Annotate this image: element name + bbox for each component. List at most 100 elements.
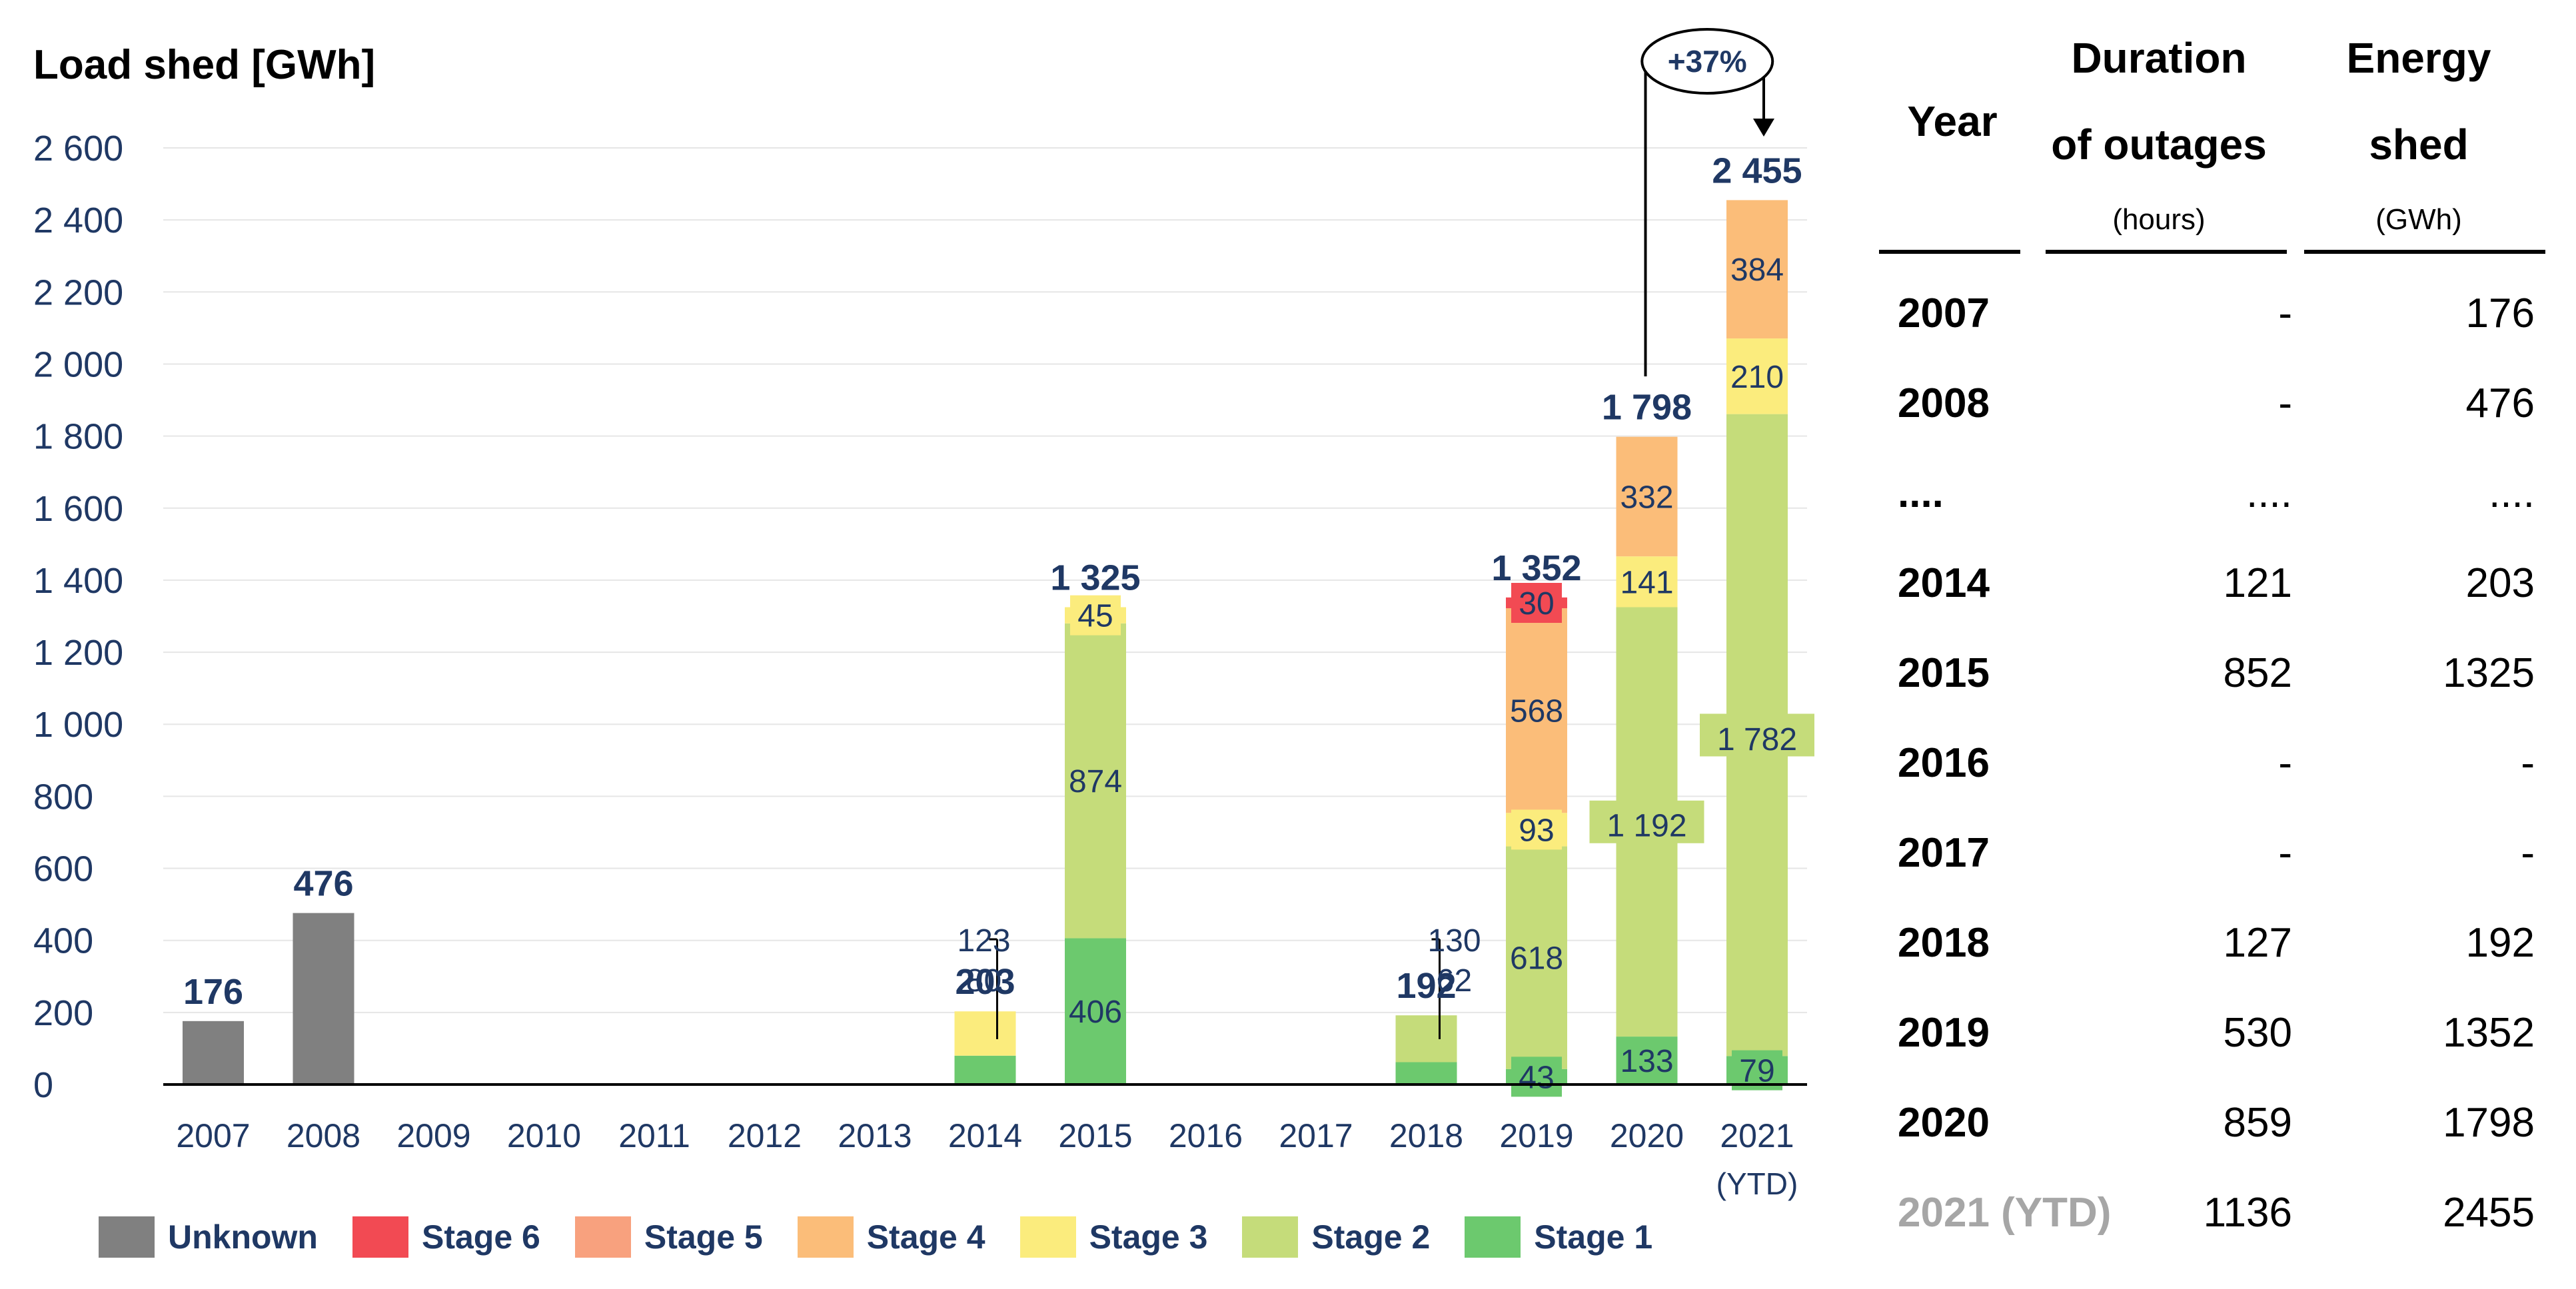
cell-energy: 1798 <box>2443 1100 2535 1146</box>
segment-label-bg <box>1700 713 1814 757</box>
cell-energy: 176 <box>2465 290 2535 336</box>
segment-label: 123 <box>957 923 1010 959</box>
x-tick-label: 2019 <box>1499 1117 1573 1154</box>
cell-year: 2014 <box>1898 560 1990 606</box>
x-tick-label: 2008 <box>287 1117 360 1154</box>
cell-duration: 530 <box>2223 1010 2292 1056</box>
summary-table: Year Duration of outages (hours) Energy … <box>1879 27 2552 1236</box>
segment-label-bg <box>1511 809 1562 850</box>
legend-item-stage-1: Stage 1 <box>1465 1216 1652 1258</box>
table-row: 2020 859 1798 <box>1879 1099 2552 1189</box>
legend-item-stage-2: Stage 2 <box>1242 1216 1430 1258</box>
header-duration-line2: of outages <box>2051 121 2267 169</box>
segment-label-bg <box>1511 1057 1562 1097</box>
cell-year: 2019 <box>1898 1010 1990 1056</box>
cell-year: 2020 <box>1898 1100 1990 1146</box>
legend-swatch-stage-4 <box>797 1216 854 1258</box>
table-body: 2007-176 2008-476 ............ 2014 121 20… <box>1879 290 2552 1279</box>
segment-label: 384 <box>1730 252 1784 288</box>
bar-total-label: 192 <box>1396 966 1456 1006</box>
y-tick-label: 1 400 <box>33 561 123 601</box>
legend-label-stage-6: Stage 6 <box>421 1218 540 1256</box>
segment-label: 93 <box>1519 813 1554 848</box>
segment-label: 618 <box>1510 941 1563 977</box>
table-row: ............ <box>1879 470 2552 560</box>
y-tick-label: 1 800 <box>33 417 123 457</box>
segment-label: 406 <box>1069 995 1122 1030</box>
cell-energy: 1325 <box>2443 650 2535 696</box>
bar-segment <box>1395 1062 1457 1084</box>
legend-label-stage-3: Stage 3 <box>1089 1218 1208 1256</box>
y-tick-label: 1 000 <box>33 705 123 745</box>
x-tick-label: 2007 <box>176 1117 250 1154</box>
header-rule-energy <box>2304 250 2545 254</box>
table-row: 2014 121 203 <box>1879 560 2552 649</box>
bar-segment <box>1616 436 1678 557</box>
segment-label: 568 <box>1510 694 1563 729</box>
legend-item-unknown: Unknown <box>99 1216 318 1258</box>
x-tick-label: 2014 <box>948 1117 1022 1154</box>
legend-label-stage-5: Stage 5 <box>644 1218 763 1256</box>
y-tick-label: 400 <box>33 921 93 961</box>
segment-label: 1 192 <box>1607 809 1686 844</box>
growth-annotation: +37% <box>1640 28 1774 376</box>
bar-total-label: 1 325 <box>1050 558 1140 598</box>
legend-swatch-unknown <box>99 1216 155 1258</box>
segment-label: 1 782 <box>1717 722 1797 757</box>
bar-segment <box>1065 623 1126 939</box>
bar-total-label: 1 352 <box>1491 548 1581 588</box>
annotation-label: +37% <box>1668 44 1747 79</box>
bar-segment <box>1506 846 1567 1069</box>
bar-total-label: 2 455 <box>1712 151 1802 191</box>
table-row: 2007 - 176 <box>1879 290 2552 380</box>
legend-item-stage-3: Stage 3 <box>1019 1216 1208 1258</box>
cell-year: .... <box>1898 470 1944 516</box>
segment-label: 133 <box>1620 1044 1673 1079</box>
legend-swatch-stage-6 <box>352 1216 408 1258</box>
legend-label-unknown: Unknown <box>168 1218 318 1256</box>
bar-segment <box>1616 556 1678 608</box>
x-tick-label: 2011 <box>618 1117 690 1154</box>
bar-segment <box>1726 200 1788 339</box>
bar-total-label: 1 798 <box>1602 388 1692 428</box>
bar-segment <box>1726 338 1788 414</box>
bar-total-label: 203 <box>955 962 1015 1002</box>
cell-duration: - <box>2278 380 2292 426</box>
cell-year: 2015 <box>1898 650 1990 696</box>
legend-swatch-stage-3 <box>1019 1216 1076 1258</box>
cell-energy: 192 <box>2465 920 2535 966</box>
legend-swatch-stage-5 <box>574 1216 631 1258</box>
header-rule-duration <box>2046 250 2287 254</box>
header-rule-year <box>1879 250 2020 254</box>
y-tick-label: 600 <box>33 849 93 889</box>
table-header: Year Duration of outages (hours) Energy … <box>1879 27 2552 254</box>
cell-energy: - <box>2521 740 2535 786</box>
x-tick-sublabel: (YTD) <box>1716 1166 1798 1201</box>
header-energy-line2: shed <box>2369 121 2469 169</box>
x-tick-label: 2017 <box>1279 1117 1353 1154</box>
cell-duration: 127 <box>2223 920 2292 966</box>
legend-swatch-stage-2 <box>1242 1216 1299 1258</box>
cell-energy: 2455 <box>2443 1190 2535 1236</box>
cell-energy: .... <box>2489 470 2535 516</box>
cell-duration: - <box>2278 290 2292 336</box>
segment-label: 332 <box>1620 480 1673 515</box>
legend-item-stage-6: Stage 6 <box>352 1216 540 1258</box>
bar-segment <box>954 1055 1016 1084</box>
segment-label-bg <box>1511 582 1562 623</box>
bar-segment <box>1506 608 1567 813</box>
x-tick-label: 2010 <box>507 1117 581 1154</box>
cell-year: 2008 <box>1898 380 1990 426</box>
y-tick-label: 2 600 <box>33 129 123 169</box>
cell-duration: 852 <box>2223 650 2292 696</box>
segment-label: 45 <box>1077 599 1113 634</box>
legend-label-stage-4: Stage 4 <box>866 1218 985 1256</box>
header-year: Year <box>1907 97 1998 145</box>
bar-total-label: 176 <box>183 972 243 1012</box>
cell-year: 2007 <box>1898 290 1990 336</box>
label-connectors <box>989 938 1441 1039</box>
segment-label: 79 <box>1739 1054 1774 1089</box>
segment-label-bg <box>1589 800 1704 843</box>
cell-duration: 859 <box>2223 1100 2292 1146</box>
segment-label: 43 <box>1519 1060 1554 1095</box>
